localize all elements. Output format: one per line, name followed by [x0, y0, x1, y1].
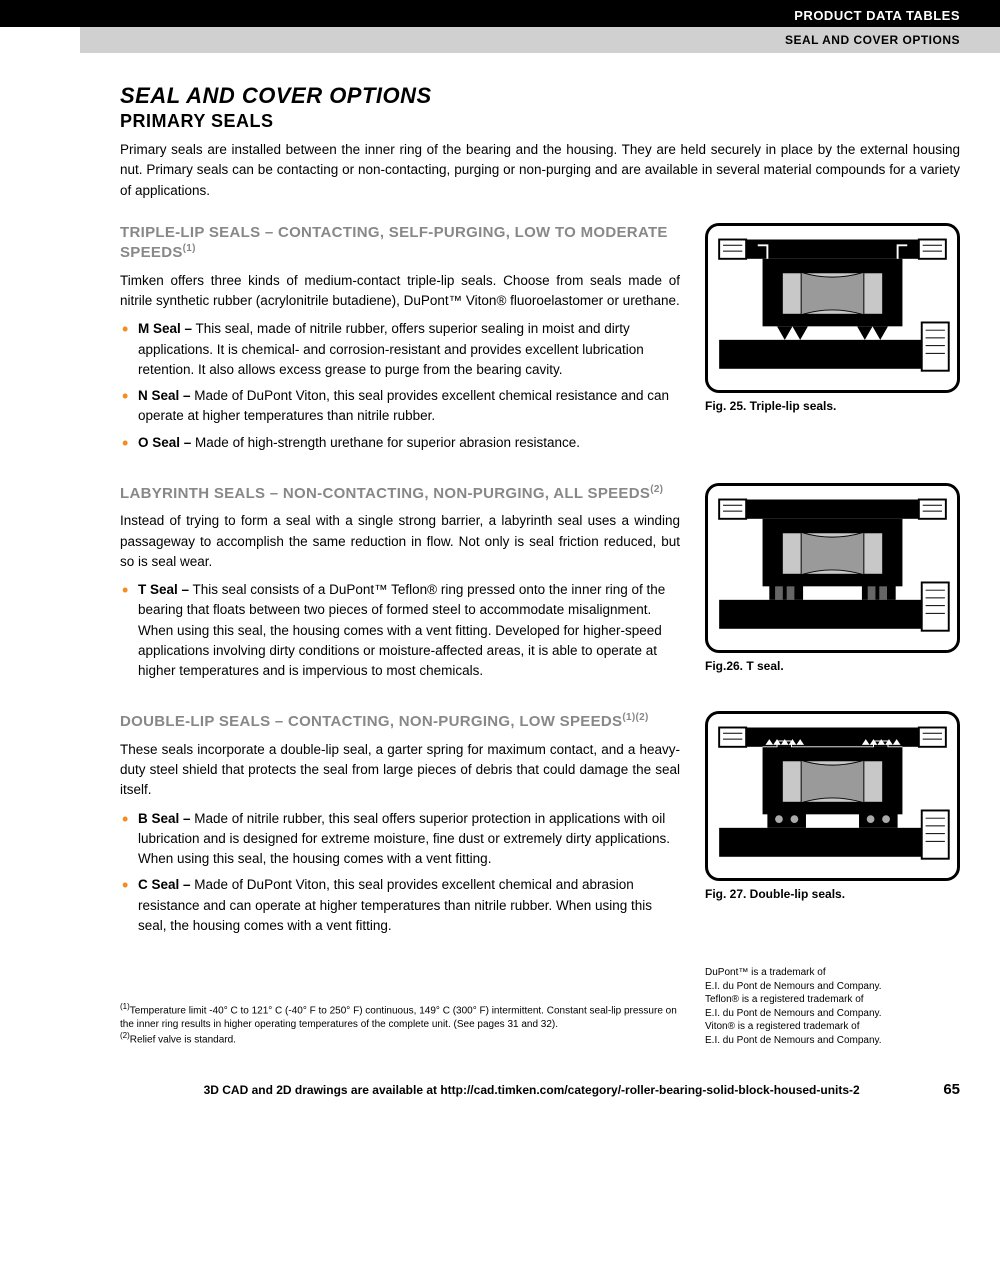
- bullet-list: M Seal – This seal, made of nitrile rubb…: [120, 319, 680, 453]
- bullet-item: O Seal – Made of high-strength urethane …: [138, 433, 680, 453]
- trademark-notice: DuPont™ is a trademark ofE.I. du Pont de…: [705, 966, 960, 1047]
- footnotes: (1)Temperature limit -40° C to 121° C (-…: [120, 1002, 680, 1047]
- intro-paragraph: Primary seals are installed between the …: [120, 140, 960, 201]
- section-heading: TRIPLE-LIP SEALS – CONTACTING, SELF-PURG…: [120, 223, 680, 263]
- bullet-list: B Seal – Made of nitrile rubber, this se…: [120, 809, 680, 937]
- section: TRIPLE-LIP SEALS – CONTACTING, SELF-PURG…: [120, 223, 960, 459]
- bullet-item: M Seal – This seal, made of nitrile rubb…: [138, 319, 680, 380]
- figure-caption: Fig. 25. Triple-lip seals.: [705, 399, 960, 413]
- page-content: SEAL AND COVER OPTIONS PRIMARY SEALS Pri…: [0, 53, 1000, 1067]
- section-body: Timken offers three kinds of medium-cont…: [120, 271, 680, 312]
- bullet-item: B Seal – Made of nitrile rubber, this se…: [138, 809, 680, 870]
- section-body: These seals incorporate a double-lip sea…: [120, 740, 680, 801]
- section: LABYRINTH SEALS – NON-CONTACTING, NON-PU…: [120, 483, 960, 688]
- page-number: 65: [943, 1081, 960, 1098]
- bullet-item: C Seal – Made of DuPont Viton, this seal…: [138, 875, 680, 936]
- figure-caption: Fig. 27. Double-lip seals.: [705, 887, 960, 901]
- section-heading: LABYRINTH SEALS – NON-CONTACTING, NON-PU…: [120, 483, 680, 504]
- bullet-item: N Seal – Made of DuPont Viton, this seal…: [138, 386, 680, 427]
- figure-caption: Fig.26. T seal.: [705, 659, 960, 673]
- seal-diagram: [705, 711, 960, 881]
- subtitle: PRIMARY SEALS: [120, 111, 960, 132]
- section-body: Instead of trying to form a seal with a …: [120, 511, 680, 572]
- header-sub: SEAL AND COVER OPTIONS: [80, 27, 1000, 53]
- page-footer: 3D CAD and 2D drawings are available at …: [0, 1067, 1000, 1128]
- seal-diagram: [705, 223, 960, 393]
- section: DOUBLE-LIP SEALS – CONTACTING, NON-PURGI…: [120, 711, 960, 942]
- main-title: SEAL AND COVER OPTIONS: [120, 83, 960, 109]
- section-heading: DOUBLE-LIP SEALS – CONTACTING, NON-PURGI…: [120, 711, 680, 732]
- bullet-list: T Seal – This seal consists of a DuPont™…: [120, 580, 680, 681]
- bullet-item: T Seal – This seal consists of a DuPont™…: [138, 580, 680, 681]
- footer-text: 3D CAD and 2D drawings are available at …: [120, 1083, 943, 1097]
- header-top: PRODUCT DATA TABLES: [0, 0, 1000, 27]
- seal-diagram: [705, 483, 960, 653]
